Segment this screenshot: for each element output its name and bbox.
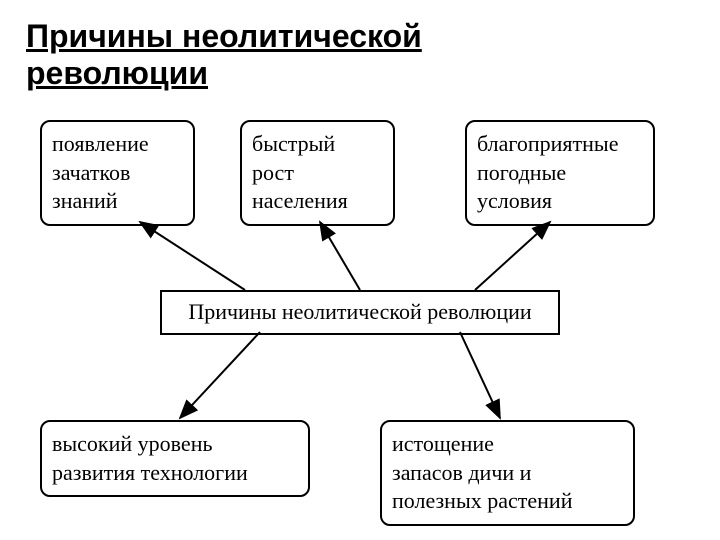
node-weather: благоприятныепогодныеусловия	[465, 120, 655, 226]
node-technology: высокий уровеньразвития технологии	[40, 420, 310, 497]
page-title: Причины неолитическойреволюции	[26, 18, 422, 92]
edge-arrow	[320, 222, 360, 290]
node-depletion: истощениезапасов дичи иполезных растений	[380, 420, 635, 526]
edge-arrow	[460, 332, 500, 418]
edge-arrow	[475, 222, 550, 290]
edge-arrow	[140, 222, 245, 290]
node-population-growth: быстрыйростнаселения	[240, 120, 395, 226]
node-center: Причины неолитической революции	[160, 290, 560, 335]
node-knowledge: появлениезачатковзнаний	[40, 120, 195, 226]
edge-arrow	[180, 332, 260, 418]
